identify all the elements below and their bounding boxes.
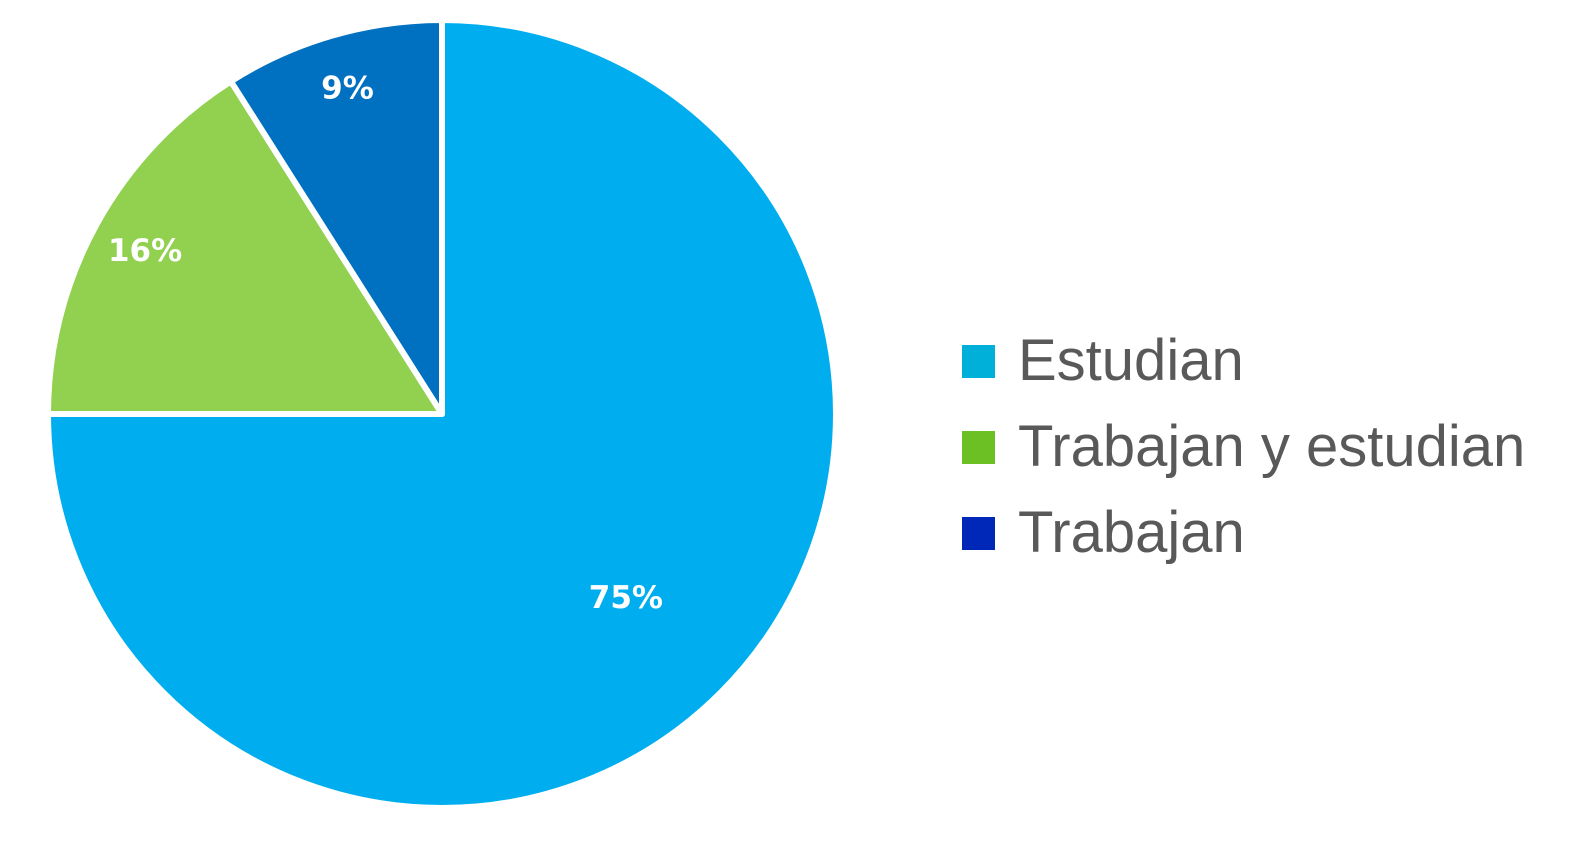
legend-label-trabajan: Trabajan [1018, 500, 1245, 565]
data-label-estudian: 75% [589, 580, 663, 616]
legend-label-estudian: Estudian [1018, 328, 1244, 393]
legend-swatch-trabajan [962, 516, 995, 550]
legend-item-trabajan-y-estudian: Trabajan y estudian [962, 404, 1572, 490]
pie-slice-estudian [45, 17, 839, 811]
legend-swatch-estudian [962, 344, 995, 378]
pie-slice-trabajan-y-estudian [45, 78, 445, 417]
data-label-trabajan-y-estudian: 16% [108, 233, 182, 269]
data-label-trabajan: 9% [321, 71, 374, 107]
legend-label-trabajan-y-estudian: Trabajan y estudian [1018, 414, 1526, 479]
pie-data-labels: 75% 16% 9% [108, 71, 663, 616]
chart-legend: Estudian Trabajan y estudian Trabajan [962, 318, 1572, 576]
pie-slices [45, 17, 839, 811]
legend-item-estudian: Estudian [962, 318, 1572, 404]
pie-slice-trabajan [227, 17, 445, 417]
legend-item-trabajan: Trabajan [962, 490, 1572, 576]
legend-swatch-trabajan-y-estudian [962, 430, 995, 464]
